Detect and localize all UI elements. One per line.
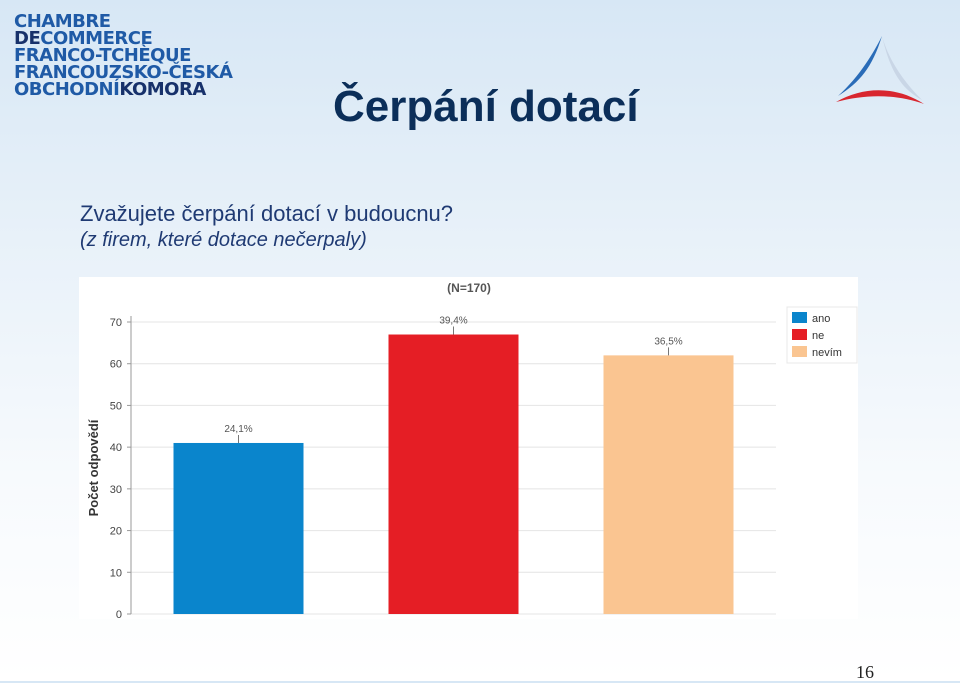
legend-label-ne: ne xyxy=(812,330,824,342)
legend-swatch-ne xyxy=(792,329,807,340)
y-axis-label: Počet odpovědí xyxy=(86,419,101,516)
bar-ano xyxy=(173,442,304,614)
y-tick-label: 10 xyxy=(110,567,122,579)
chart-title: (N=170) xyxy=(447,281,491,295)
y-tick-label: 30 xyxy=(110,484,122,496)
logo-word-de: DE xyxy=(14,28,41,49)
logo-word-komora: KOMORA xyxy=(119,79,206,100)
logo-word-obchodni: OBCHODNÍ xyxy=(14,79,120,100)
legend-swatch-ano xyxy=(792,312,807,323)
data-label: 24,1% xyxy=(224,424,252,435)
logo-line-2: DECOMMERCE xyxy=(14,28,214,49)
data-label: 39,4% xyxy=(439,316,467,327)
bar-chart: 0 10 20 30 40 50 60 70 Počet odpovědí (N=170) 24,1… xyxy=(79,277,858,619)
bar-nevím xyxy=(603,355,734,614)
data-label: 36,5% xyxy=(654,336,682,347)
logo-line-1: CHAMBRE xyxy=(14,11,111,32)
y-tick-label: 40 xyxy=(110,442,122,454)
logo-line-3: FRANCO-TCHÈQUE xyxy=(14,45,191,66)
y-tick-label: 50 xyxy=(110,400,122,412)
y-tick-label: 20 xyxy=(110,526,122,538)
y-tick-label: 70 xyxy=(110,317,122,329)
bar-chart-svg: 0 10 20 30 40 50 60 70 Počet odpovědí (N=170) 24,1… xyxy=(86,281,858,619)
tricolor-swoosh-icon xyxy=(836,36,924,104)
legend-label-ano: ano xyxy=(812,313,830,325)
page-number: 16 xyxy=(856,662,874,682)
legend-label-nevím: nevím xyxy=(812,347,842,359)
logo-line-5: OBCHODNÍKOMORA xyxy=(14,79,214,100)
chamber-logo: CHAMBRE DECOMMERCE FRANCO-TCHÈQUE FRANCO… xyxy=(14,11,233,100)
slide-title: Čerpání dotací xyxy=(333,82,639,131)
legend-swatch-nevím xyxy=(792,346,807,357)
y-tick-label: 0 xyxy=(116,609,122,619)
logo-line-4: FRANCOUZSKO-ČESKÁ xyxy=(14,62,233,83)
survey-question-note: (z firem, které dotace nečerpaly) xyxy=(80,229,367,251)
y-tick-label: 60 xyxy=(110,359,122,371)
survey-question: Zvažujete čerpání dotací v budoucnu? xyxy=(80,201,454,226)
logo-word-commerce: COMMERCE xyxy=(40,28,153,49)
bar-ne xyxy=(388,334,519,614)
